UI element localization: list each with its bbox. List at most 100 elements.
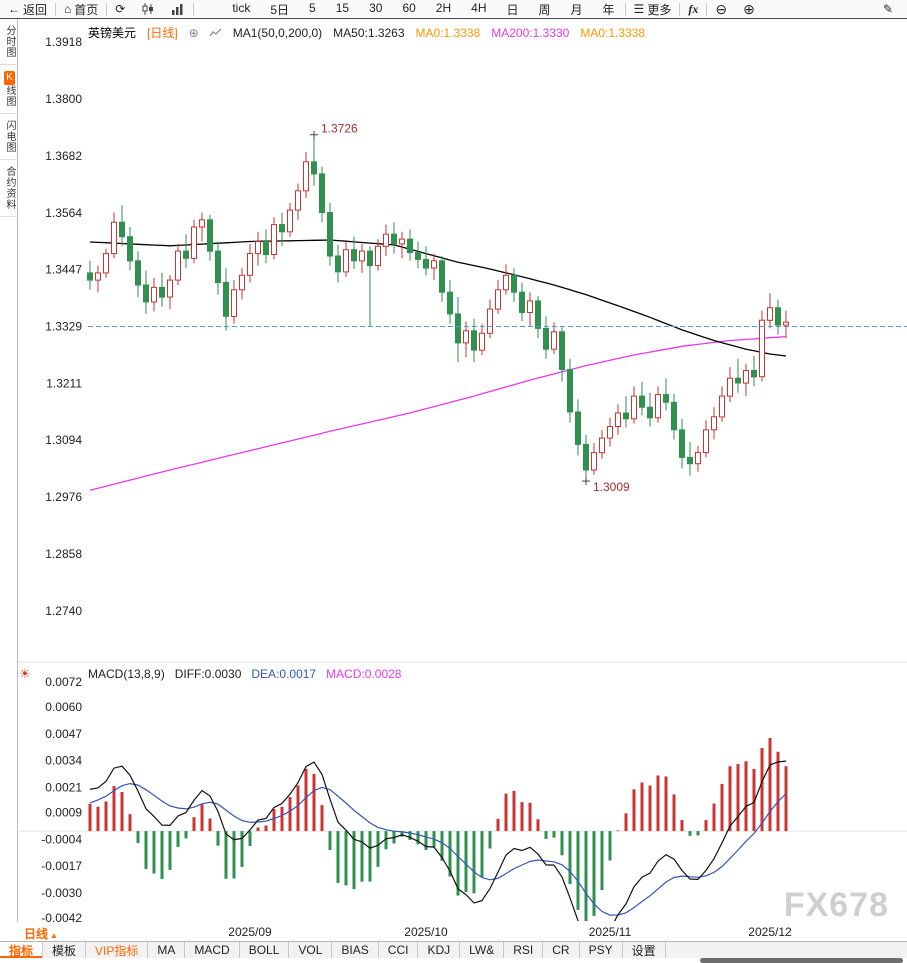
current-period-label: 日线 — [24, 927, 49, 941]
tab-指标[interactable]: 指标 — [0, 942, 44, 958]
period-button-60[interactable]: 60 — [402, 0, 416, 15]
tab-CCI[interactable]: CCI — [379, 942, 419, 958]
tab-模板[interactable]: 模板 — [43, 942, 87, 958]
svg-text:0.0047: 0.0047 — [45, 727, 82, 741]
sidebar-item-kline-chart[interactable]: K线图 — [0, 65, 19, 114]
ma0-value-2: MA0:1.3338 — [580, 25, 646, 40]
left-sidebar: 分时图 K线图 闪电图 合约资料 — [0, 19, 19, 922]
tab-KDJ[interactable]: KDJ — [418, 942, 461, 958]
svg-text:1.3682: 1.3682 — [45, 149, 82, 163]
tab-RSI[interactable]: RSI — [504, 942, 544, 958]
more-menu-button[interactable]: ☰ 更多 — [626, 0, 680, 18]
macd-pane[interactable] — [88, 738, 788, 922]
svg-text:1.3564: 1.3564 — [45, 206, 82, 220]
zoom-out-icon: ⊖ — [715, 1, 728, 17]
candles[interactable] — [87, 134, 789, 482]
toolbar-divider — [624, 2, 626, 16]
fx678-watermark: FX678 — [783, 886, 889, 924]
draw-tool-button[interactable]: ✎ — [875, 0, 901, 18]
menu-icon: ☰ — [633, 2, 645, 16]
sidebar-item-time-chart[interactable]: 分时图 — [0, 19, 19, 65]
indicator-settings-icon[interactable]: ☀ — [19, 666, 31, 681]
toolbar-divider — [679, 2, 681, 16]
low-price-label: 1.3009 — [593, 480, 630, 494]
period-tag: [日线] — [147, 26, 178, 40]
svg-text:1.3211: 1.3211 — [46, 377, 82, 391]
period-button-15[interactable]: 15 — [335, 0, 350, 15]
back-button[interactable]: ← 返回 — [0, 0, 55, 18]
sidebar-item-contract-info[interactable]: 合约资料 — [0, 160, 19, 217]
period-button-2H[interactable]: 2H — [435, 0, 452, 15]
candlestick-chart-canvas[interactable]: 1.3918 1.3800 1.3682 1.3564 1.3447 1.3329 1.32… — [18, 19, 907, 922]
macd-value: MACD:0.0028 — [326, 667, 402, 681]
more-label: 更多 — [647, 2, 672, 17]
ma200-value: MA200:1.3330 — [491, 25, 570, 40]
svg-text:0.0072: 0.0072 — [45, 675, 82, 689]
macd-header: MACD(13,8,9) DIFF:0.0030 DEA:0.0017 MACD… — [88, 667, 401, 681]
dea-line — [89, 782, 787, 916]
y-axis-labels: 1.3918 1.3800 1.3682 1.3564 1.3447 1.3329 1.32… — [41, 35, 82, 922]
period-button-4H[interactable]: 4H — [471, 0, 487, 15]
add-indicator-icon[interactable]: ⊕ — [188, 25, 199, 40]
triangle-up-icon: ▲ — [50, 931, 58, 940]
svg-text:-0.0042: -0.0042 — [41, 911, 82, 922]
diff-line — [89, 760, 787, 921]
ma50-value: MA50:1.3263 — [333, 25, 405, 40]
x-axis-label: 2025/09 — [228, 925, 272, 939]
tab-VIP指标[interactable]: VIP指标 — [86, 942, 149, 958]
price-annotations: 1.3726 1.3009 — [310, 122, 630, 494]
ma-params-label: MA1(50,0,200,0) — [232, 25, 323, 40]
home-icon: ⌂ — [64, 2, 72, 16]
chart-header: 英镑美元 [日线] ⊕ MA1(50,0,200,0) MA50:1.3263 … — [88, 24, 645, 41]
tab-VOL[interactable]: VOL — [289, 942, 333, 958]
svg-text:1.2858: 1.2858 — [45, 547, 82, 561]
tab-LW&[interactable]: LW& — [460, 942, 505, 958]
tab-PSY[interactable]: PSY — [580, 942, 623, 958]
x-axis-label: 2025/11 — [588, 925, 632, 939]
ma200-line — [89, 335, 787, 491]
svg-text:1.3800: 1.3800 — [45, 92, 82, 106]
candlestick-chart-type-button[interactable] — [133, 0, 163, 18]
tab-BIAS[interactable]: BIAS — [332, 942, 379, 958]
period-button-年[interactable]: 年 — [602, 2, 615, 17]
chart-region: 英镑美元 [日线] ⊕ MA1(50,0,200,0) MA50:1.3263 … — [18, 19, 907, 922]
period-button-日[interactable]: 日 — [506, 2, 519, 17]
period-button-5日[interactable]: 5日 — [270, 2, 290, 17]
tab-CR[interactable]: CR — [543, 942, 580, 958]
period-button-30[interactable]: 30 — [369, 0, 383, 15]
period-dropdown[interactable]: 日线 ▲ — [24, 925, 58, 942]
indicator-line-icon — [209, 28, 222, 36]
toolbar-divider — [106, 2, 108, 16]
refresh-icon: ⟳ — [115, 2, 126, 16]
symbol-name: 英镑美元 — [88, 26, 137, 40]
zoom-in-button[interactable]: ⊕ — [735, 0, 763, 18]
tab-设置[interactable]: 设置 — [623, 942, 666, 958]
tab-BOLL[interactable]: BOLL — [240, 942, 290, 958]
ma50-line — [89, 239, 787, 357]
top-toolbar: ← 返回 ⌂ 首页 ⟳ tick 5日 5 15 — [0, 0, 907, 19]
volume-chart-type-button[interactable] — [163, 0, 193, 18]
zoom-out-button[interactable]: ⊖ — [707, 0, 735, 18]
formula-button[interactable]: fx — [688, 1, 699, 16]
period-button-tick[interactable]: tick — [232, 0, 251, 15]
horizontal-scrollbar[interactable] — [700, 958, 903, 963]
tab-MACD[interactable]: MACD — [185, 942, 240, 958]
svg-text:1.3447: 1.3447 — [45, 263, 82, 277]
svg-text:0.0021: 0.0021 — [45, 781, 82, 795]
period-button-月[interactable]: 月 — [570, 2, 583, 17]
svg-text:-0.0004: -0.0004 — [41, 832, 82, 846]
svg-text:1.2976: 1.2976 — [45, 490, 82, 504]
period-button-周[interactable]: 周 — [538, 2, 551, 17]
toolbar-divider — [193, 2, 195, 16]
period-button-5[interactable]: 5 — [309, 0, 316, 15]
candlestick-icon — [142, 3, 154, 15]
svg-text:1.2740: 1.2740 — [45, 604, 82, 618]
refresh-button[interactable]: ⟳ — [107, 0, 133, 18]
x-axis-label: 2025/10 — [404, 925, 448, 939]
home-label: 首页 — [74, 2, 99, 17]
indicator-tab-bar: 指标 模板 VIP指标 MA MACD BOLL VOL BIAS CCI KDJ LW& RSI CR… — [0, 941, 907, 958]
tab-MA[interactable]: MA — [148, 942, 186, 958]
sidebar-item-lightning-chart[interactable]: 闪电图 — [0, 114, 19, 160]
home-button[interactable]: ⌂ 首页 — [56, 0, 106, 18]
